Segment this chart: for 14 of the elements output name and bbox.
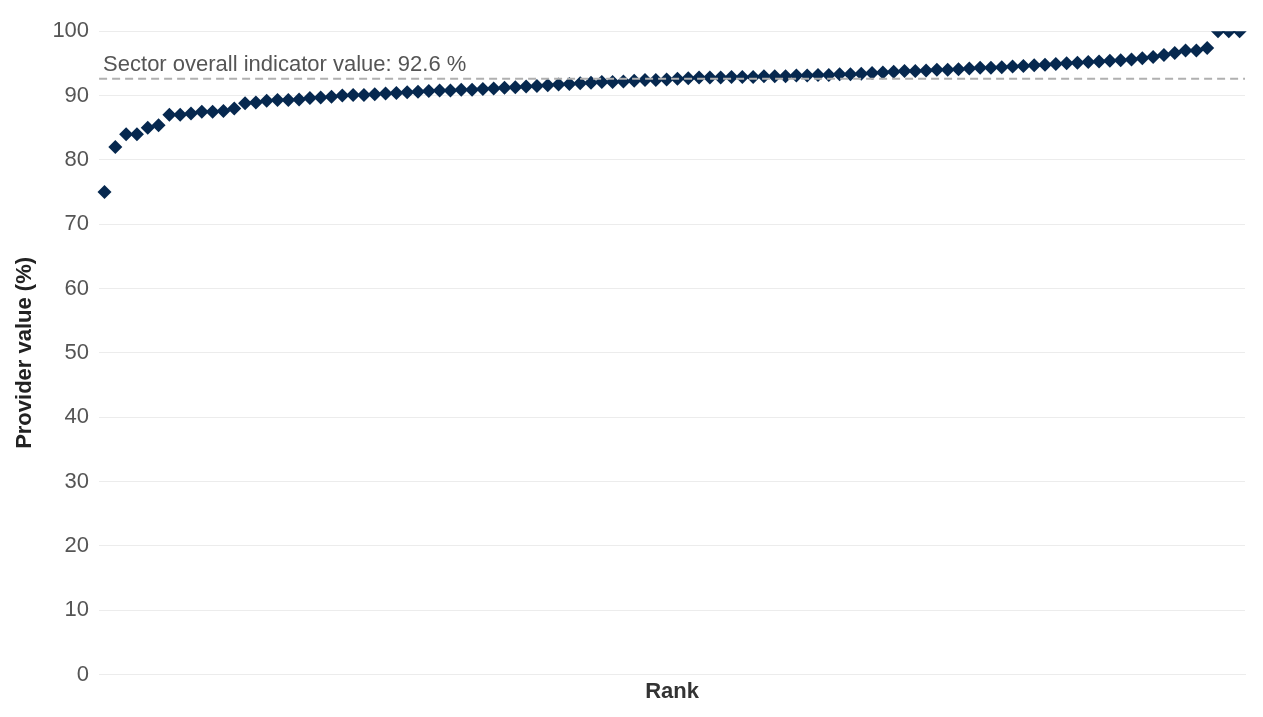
y-axis-title: Provider value (%) [11, 256, 37, 449]
y-tick-label: 20 [64, 531, 90, 557]
y-tick-label: 30 [64, 467, 90, 493]
y-tick-label: 80 [64, 145, 90, 171]
y-tick-label: 40 [64, 403, 90, 429]
y-tick-label: 70 [64, 210, 90, 236]
y-tick-label: 60 [64, 274, 90, 300]
y-tick-label: 0 [76, 660, 90, 686]
y-tick-label: 10 [64, 596, 90, 622]
ref-line-label: Sector overall indicator value: 92.6 % [103, 50, 467, 76]
x-axis-title: Rank [645, 677, 700, 703]
y-tick-label: 50 [64, 338, 90, 364]
y-tick-label: 100 [52, 17, 90, 43]
y-tick-label: 90 [64, 81, 90, 107]
